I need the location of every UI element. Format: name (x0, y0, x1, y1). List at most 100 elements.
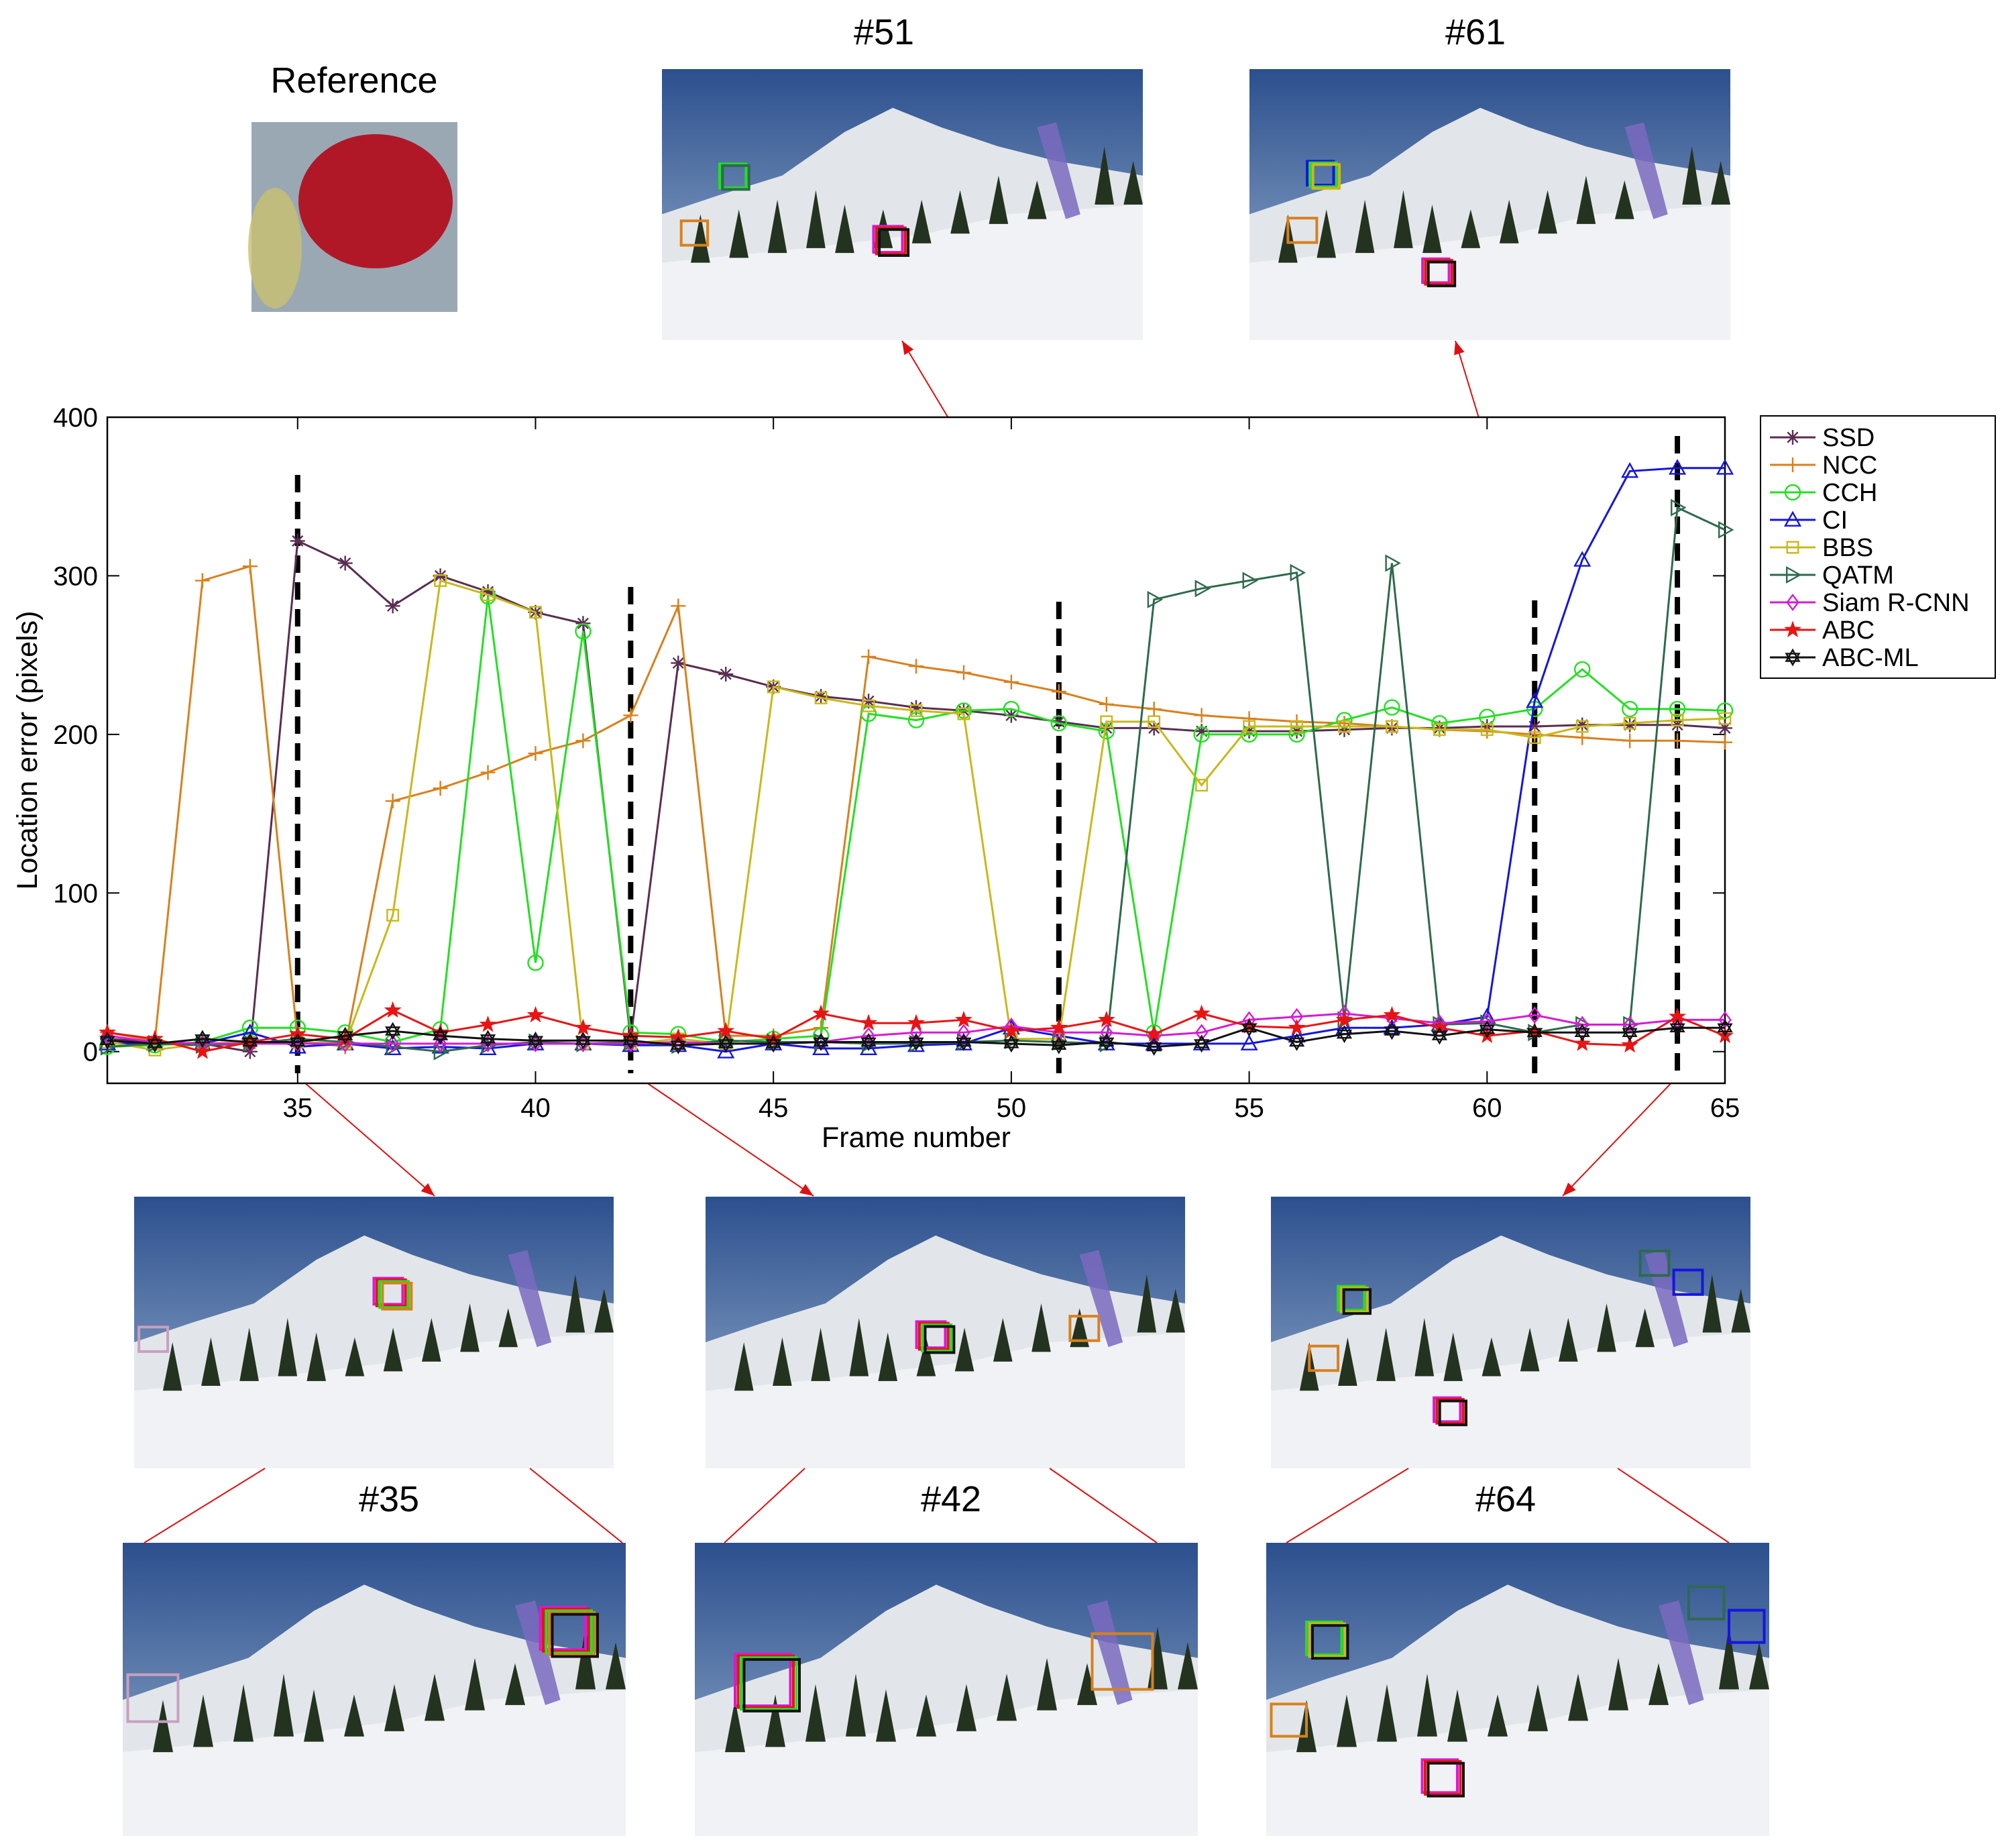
data-point (292, 535, 304, 547)
data-point (1431, 1026, 1447, 1040)
frame-label: #64 (1475, 1479, 1536, 1519)
data-point (1051, 1036, 1067, 1050)
tracking-box (1091, 1632, 1154, 1691)
data-point (1146, 1038, 1162, 1052)
data-point (1783, 510, 1802, 527)
pointer-arrow-line (630, 1071, 814, 1197)
pointer-arrow-head (1454, 341, 1465, 356)
reference-target-shape (298, 134, 453, 268)
data-point (1195, 779, 1209, 792)
data-point (1623, 716, 1636, 730)
data-point (99, 1031, 115, 1045)
data-point (480, 1034, 496, 1048)
legend-label: Siam R-CNN (1822, 589, 1970, 617)
data-point (529, 606, 542, 619)
data-point (1336, 712, 1353, 728)
data-point (1479, 1024, 1495, 1039)
data-point (1338, 720, 1351, 733)
y-tick-label: 0 (83, 1038, 98, 1067)
data-point (574, 1018, 592, 1036)
data-point (1384, 1022, 1400, 1036)
data-point (526, 1005, 545, 1023)
data-point (1573, 551, 1592, 567)
data-point (1669, 1023, 1685, 1037)
tracking-box (1305, 1620, 1343, 1656)
frame-35-thumbnail (134, 1197, 614, 1468)
data-point (337, 1031, 353, 1045)
x-axis-label: Frame number (822, 1122, 1011, 1154)
legend-entry: NCC (1770, 451, 1877, 480)
data-point (1528, 731, 1541, 745)
tracking-box (915, 1320, 947, 1350)
data-point (1384, 699, 1400, 716)
frame-42-thumbnail (706, 1197, 1185, 1468)
tracking-box (548, 1611, 596, 1656)
data-point (387, 600, 399, 612)
data-point (1193, 726, 1210, 743)
data-point (1621, 1036, 1639, 1053)
frame-label: #51 (854, 12, 914, 52)
series-line (107, 1012, 1725, 1045)
data-point (242, 559, 258, 574)
data-point (1787, 431, 1799, 443)
data-point (1573, 1034, 1592, 1051)
tracking-box (1435, 1398, 1465, 1425)
data-point (1716, 702, 1734, 719)
tracking-box (734, 1653, 792, 1707)
data-point (1622, 1023, 1638, 1038)
tracking-box (878, 228, 910, 257)
data-point (1099, 1037, 1115, 1051)
data-point (622, 1031, 638, 1045)
data-point (480, 1030, 496, 1044)
data-point (575, 733, 591, 749)
data-point (812, 1027, 830, 1044)
data-point (1670, 733, 1685, 749)
data-point (1575, 720, 1589, 733)
data-point (1336, 1029, 1353, 1044)
data-point (908, 1037, 924, 1051)
data-point (1671, 714, 1684, 727)
data-point (717, 1042, 735, 1058)
data-point (1574, 1028, 1590, 1042)
tracking-box (1421, 257, 1451, 284)
data-point (1335, 1010, 1353, 1028)
frame-64-zoom (1266, 1543, 1769, 1836)
y-tick-label: 400 (53, 403, 98, 433)
data-point (956, 665, 971, 680)
legend-entry: ABC-ML (1770, 644, 1919, 672)
data-point (386, 908, 400, 922)
data-point (1786, 541, 1799, 554)
pointer-arrow-head (799, 1184, 814, 1196)
frame-label: #42 (921, 1479, 981, 1519)
data-point (909, 1024, 923, 1042)
data-point (1053, 716, 1065, 728)
tracking-box (921, 1323, 953, 1353)
data-point (622, 1026, 640, 1044)
x-tick-label: 50 (997, 1093, 1027, 1123)
legend-label: CI (1822, 506, 1848, 535)
data-point (1003, 1034, 1019, 1048)
data-point (385, 794, 400, 809)
data-point (1003, 700, 1020, 718)
tracking-box (1286, 217, 1319, 244)
tracking-box (1339, 1287, 1369, 1313)
data-point (194, 573, 210, 588)
data-point (147, 1034, 163, 1048)
data-point (1003, 674, 1019, 690)
tracking-box (1427, 1761, 1465, 1798)
data-point (908, 1033, 924, 1047)
data-point (862, 699, 875, 712)
data-point (1241, 711, 1257, 726)
data-point (671, 598, 686, 614)
data-point (1003, 1039, 1019, 1053)
x-tick-label: 35 (283, 1093, 313, 1123)
data-point (957, 707, 970, 720)
legend-entry: Siam R-CNN (1770, 589, 1970, 617)
data-point (1621, 461, 1639, 478)
data-point (433, 781, 448, 796)
series-line (107, 506, 1726, 1053)
data-point (193, 1042, 211, 1059)
data-point (672, 657, 684, 669)
data-point (1479, 1020, 1495, 1034)
